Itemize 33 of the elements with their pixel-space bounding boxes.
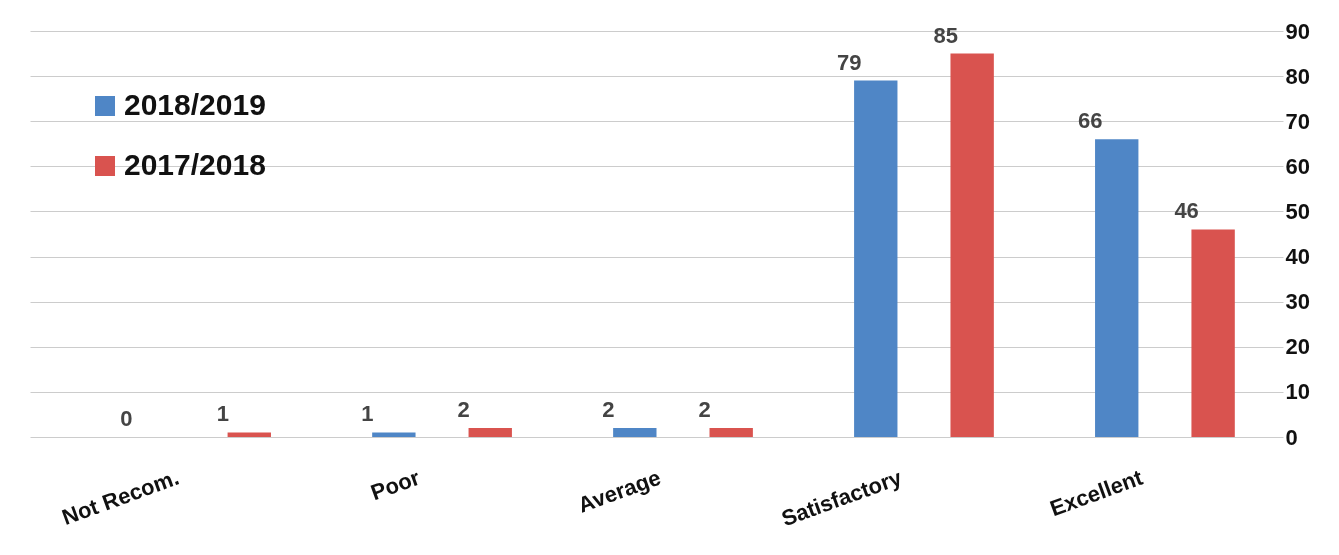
bar [227,432,271,437]
y-tick-label: 90 [1285,18,1310,44]
data-label: 46 [1174,198,1199,224]
x-tick-label: Not Recom. [58,464,183,530]
bar [372,432,416,437]
data-label: 0 [120,406,133,431]
y-tick-label: 70 [1285,108,1310,134]
y-tick-label: 0 [1285,424,1298,450]
data-label: 2 [698,396,711,422]
legend-label: 2018/2019 [124,88,266,121]
data-label: 2 [602,396,615,422]
data-label: 1 [361,401,374,427]
bar [468,427,512,437]
legend-label: 2017/2018 [124,148,266,181]
data-label: 2 [457,396,470,422]
y-tick-label: 40 [1285,244,1310,270]
y-tick-label: 80 [1285,63,1310,89]
bar [1095,139,1139,437]
data-label: 1 [216,401,229,427]
bar [613,427,657,437]
bar [950,53,994,437]
data-label: 85 [933,22,958,48]
y-tick-label: 20 [1285,334,1310,360]
y-tick-label: 30 [1285,289,1310,315]
bar [1191,229,1235,437]
x-tick-label: Poor [367,464,424,506]
y-tick-label: 50 [1285,198,1310,224]
data-label: 79 [837,49,862,75]
bar [709,427,753,437]
y-tick-label: 60 [1285,153,1310,179]
bar [854,80,898,437]
y-tick-label: 10 [1285,379,1310,405]
data-label: 66 [1077,108,1103,134]
